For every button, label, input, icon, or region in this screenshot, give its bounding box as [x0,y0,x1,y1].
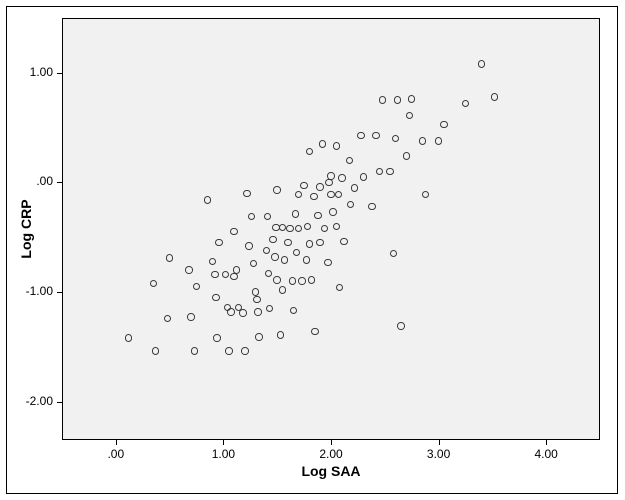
data-point [253,296,261,304]
data-point [333,142,341,150]
data-point [329,208,337,216]
data-point [225,347,233,355]
y-tick-label: .00 [19,174,53,188]
data-point [319,140,327,148]
data-point [316,183,324,191]
data-point [360,173,368,181]
data-point [311,328,319,336]
data-point [245,242,253,250]
data-point [306,240,314,248]
data-point [212,294,220,302]
data-point [273,186,281,194]
y-axis-title: Log CRP [18,199,34,259]
data-point [292,210,300,218]
data-point [273,276,281,284]
data-point [255,333,263,341]
x-tick-label: 4.00 [531,447,561,461]
data-point [286,225,294,233]
y-tick-label: 1.00 [19,65,53,79]
x-tick-label: .00 [101,447,131,461]
y-tick-label: -2.00 [19,394,53,408]
y-tick [57,73,62,74]
x-tick [331,440,332,445]
data-point [308,276,316,284]
data-point [325,179,333,187]
data-point [279,286,287,294]
x-tick [439,440,440,445]
data-point [397,322,405,330]
data-point [271,253,279,261]
data-point [243,190,251,198]
data-point [284,239,292,247]
data-point [478,60,486,68]
data-point [368,203,376,211]
y-tick [57,182,62,183]
x-axis-title: Log SAA [62,463,600,479]
data-point [303,256,311,264]
data-point [166,254,174,262]
x-tick [546,440,547,445]
x-tick-label: 3.00 [424,447,454,461]
data-point [386,168,394,176]
data-point [241,347,249,355]
data-point [314,212,322,220]
data-point [340,238,348,246]
scatter-chart: .00 1.00 2.00 3.00 4.00 -2.00 -1.00 .00 1.00 Lo… [0,0,625,500]
data-point [211,271,219,279]
data-point [213,334,221,342]
data-point [419,137,427,145]
data-point [187,313,195,321]
plot-area [62,18,600,440]
data-point [204,196,212,204]
data-point [357,132,365,140]
data-point [324,259,332,267]
data-point [327,172,335,180]
data-point [440,121,448,129]
data-point [191,347,199,355]
data-point [289,277,297,285]
y-tick [57,292,62,293]
data-point [304,223,312,231]
data-point [372,132,380,140]
data-point [310,193,318,201]
data-point [435,137,443,145]
data-point [277,331,285,339]
data-point [327,191,335,199]
x-tick [223,440,224,445]
data-point [254,308,262,316]
data-point [227,308,235,316]
data-point [347,201,355,209]
data-point [233,266,241,274]
x-tick-label: 1.00 [208,447,238,461]
data-point [269,236,277,244]
data-point [403,152,411,160]
x-tick [116,440,117,445]
data-point [338,174,346,182]
data-point [351,184,359,192]
x-tick-label: 2.00 [316,447,346,461]
data-point [333,223,341,231]
data-point [298,277,306,285]
data-point [239,309,247,317]
data-point [185,266,193,274]
data-point [491,93,499,101]
y-tick [57,402,62,403]
y-tick-label: -1.00 [19,284,53,298]
